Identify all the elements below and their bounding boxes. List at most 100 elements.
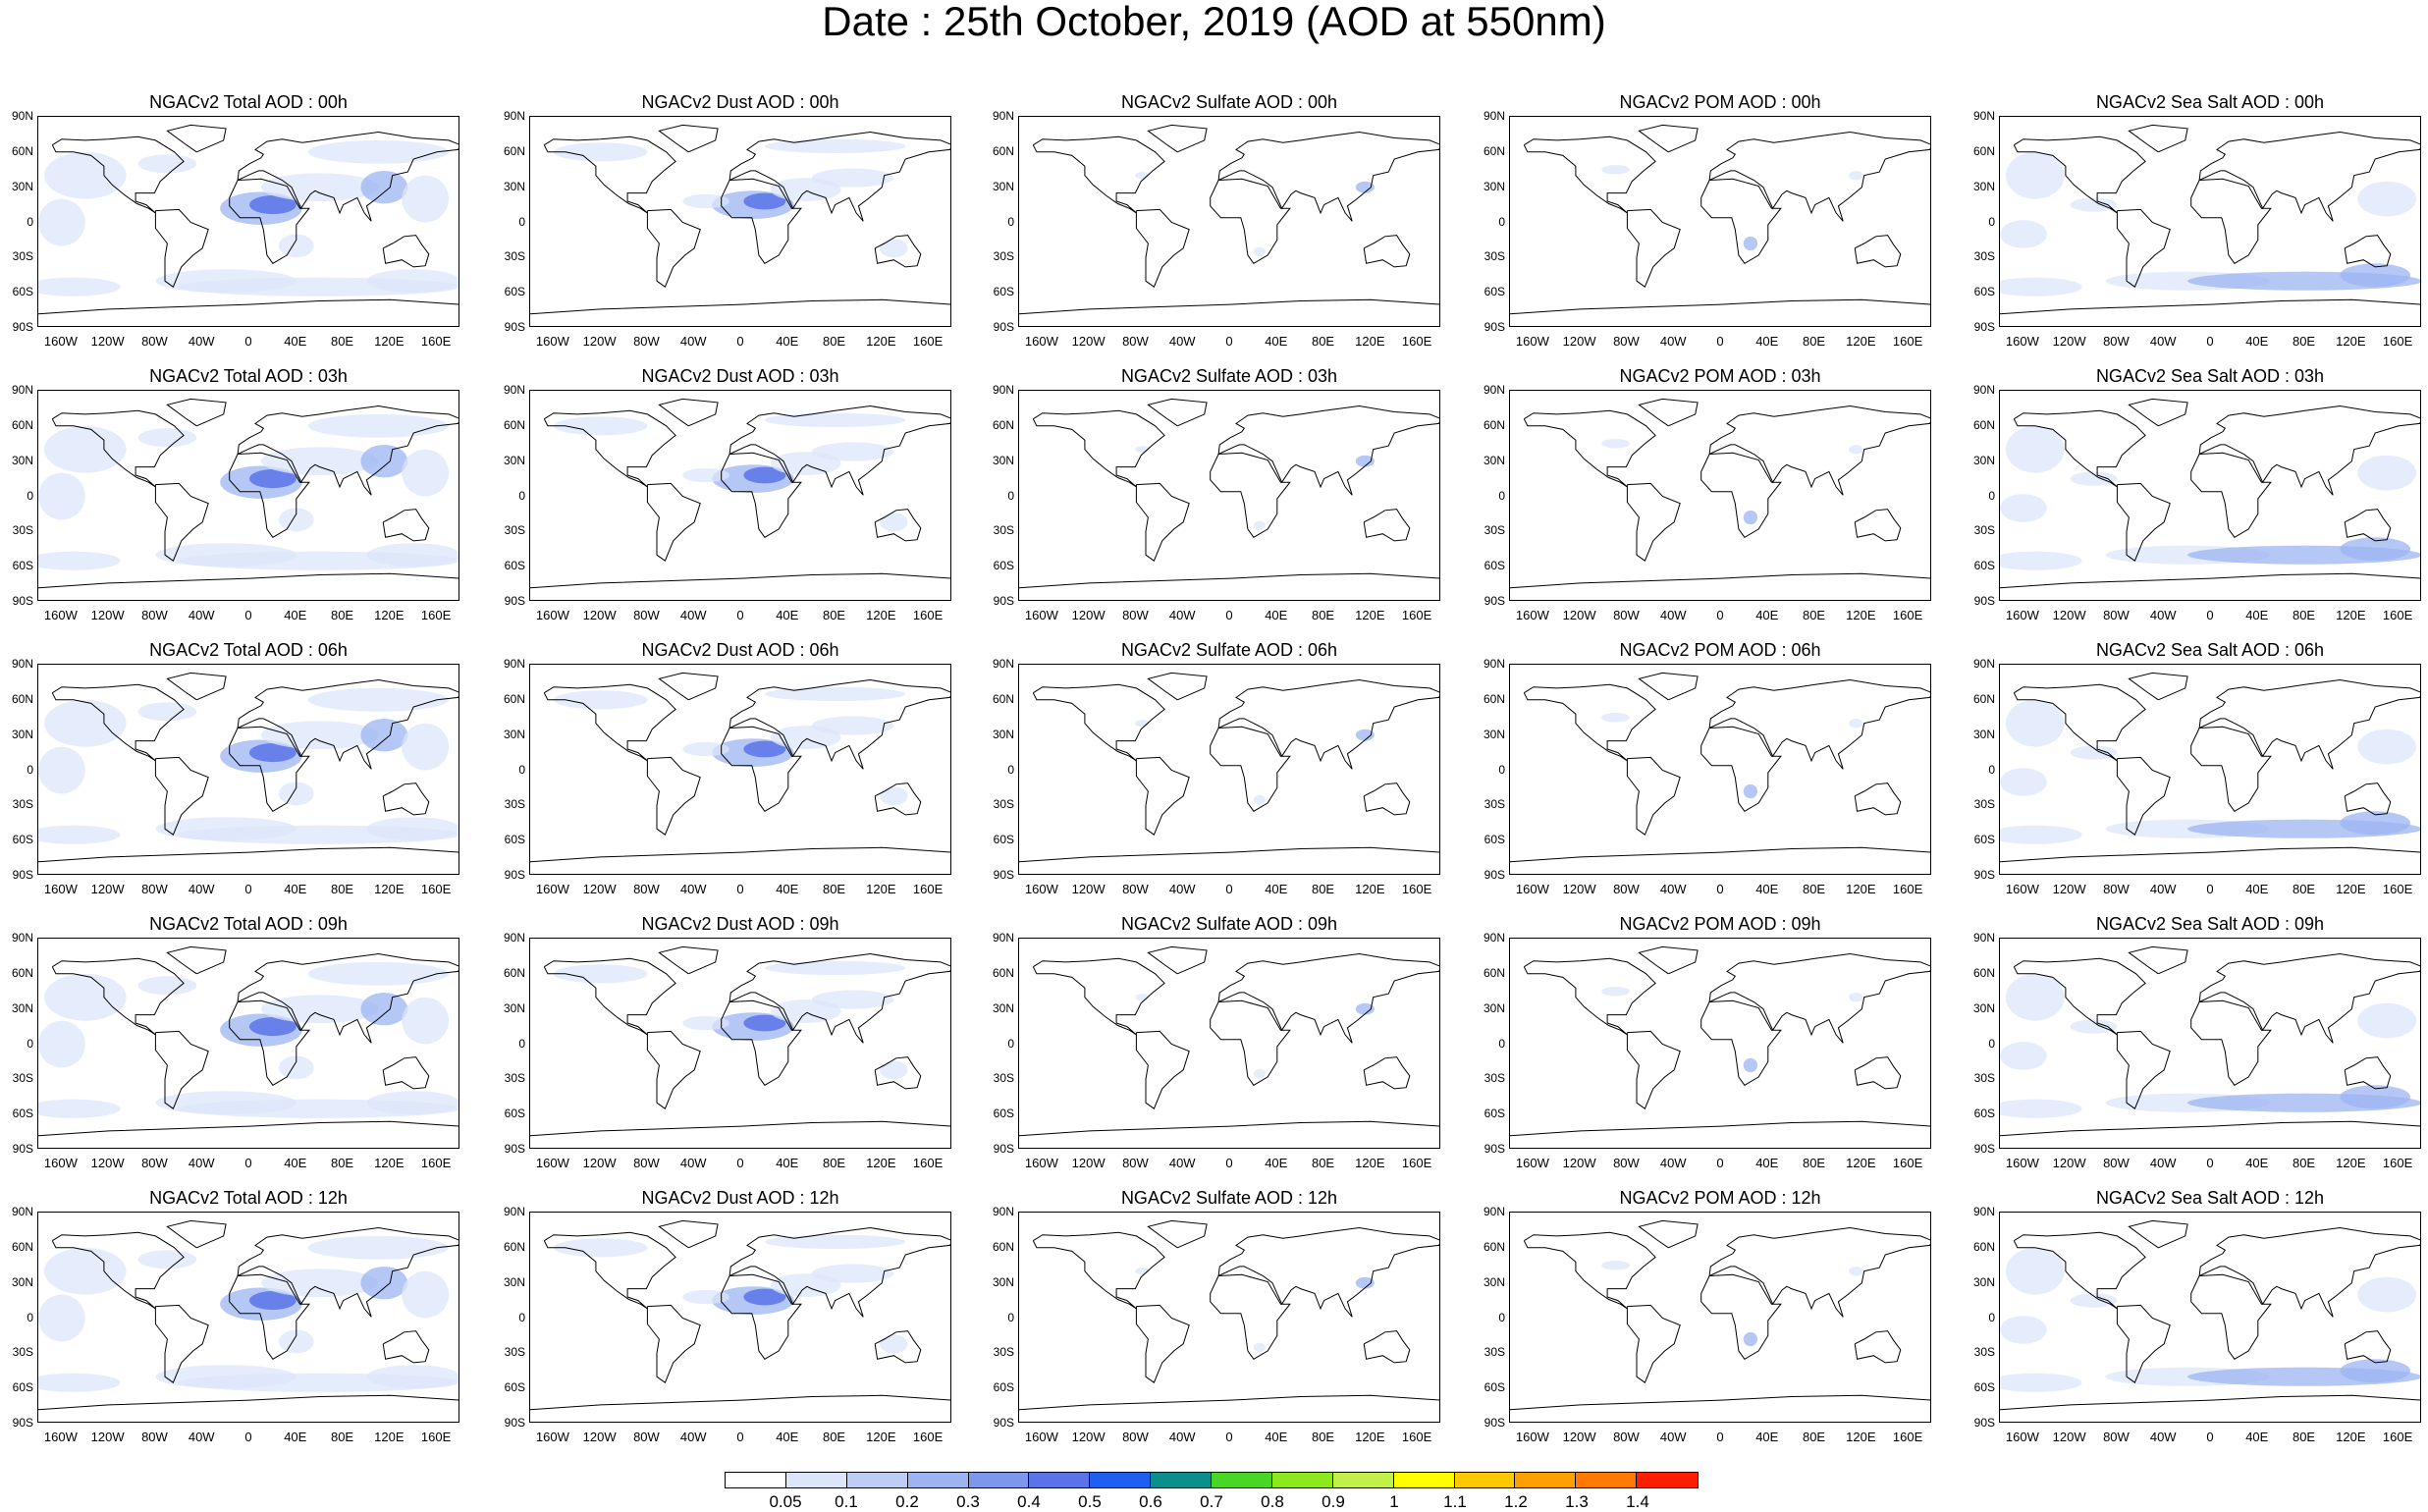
coastline: [530, 1394, 950, 1411]
lon-tick-label: 40W: [679, 1156, 707, 1170]
aod-field: [2357, 181, 2417, 217]
lon-tick-label: 0: [244, 1430, 252, 1444]
coastline: [530, 572, 950, 589]
lat-tick-label: 60N: [1483, 1239, 1505, 1254]
colorbar-swatch: [1515, 1473, 1577, 1487]
coastline: [2128, 672, 2188, 701]
lon-tick-label: 0: [1716, 334, 1724, 349]
coastline: [2116, 1304, 2171, 1383]
map-canvas: [1510, 398, 1930, 589]
colorbar-label: 1.1: [1443, 1492, 1467, 1511]
aod-field: [1849, 718, 1863, 729]
lon-tick-label: 120W: [90, 608, 125, 622]
aod-field: [38, 551, 121, 570]
coastline: [382, 235, 430, 268]
lon-tick-label: 120W: [2052, 882, 2086, 896]
lon-tick-label: 0: [244, 334, 252, 349]
aod-field: [1355, 1276, 1375, 1289]
coastline: [2128, 945, 2188, 975]
lon-tick-label: 40W: [188, 608, 215, 622]
lon-tick-label: 40E: [776, 882, 799, 896]
coastline: [721, 1273, 802, 1360]
lon-tick-label: 40W: [1659, 1430, 1687, 1444]
coastline: [1135, 208, 1190, 288]
lon-tick-label: 40W: [2149, 608, 2177, 622]
lat-tick-label: 90S: [993, 594, 1014, 608]
lon-tick-label: 160E: [1401, 608, 1432, 622]
aod-field: [1743, 783, 1758, 799]
lon-tick-label: 120W: [582, 608, 617, 622]
lon-tick-label: 120W: [1562, 882, 1596, 896]
coastline: [1210, 1273, 1291, 1360]
map-panel: [1018, 1212, 1440, 1423]
coastline: [1523, 957, 1656, 1036]
lat-tick-label: 0: [518, 488, 525, 503]
coastline: [2198, 1226, 2420, 1318]
lon-tick-label: 120E: [374, 334, 405, 349]
lon-tick-label: 160E: [420, 882, 452, 896]
coastline: [1032, 957, 1165, 1036]
coastline: [1638, 124, 1699, 153]
map-panel: [1999, 1212, 2421, 1423]
lon-tick-label: 80W: [633, 608, 660, 622]
lat-tick-label: 0: [1988, 488, 1995, 503]
lat-tick-label: 30N: [1972, 179, 1995, 193]
aod-field: [402, 723, 450, 771]
lon-tick-label: 80E: [1311, 334, 1335, 349]
lat-tick-label: 90N: [11, 1205, 33, 1218]
lon-tick-label: 0: [2206, 1430, 2214, 1444]
lon-tick-label: 160W: [2005, 882, 2039, 896]
coastline: [1708, 1226, 1930, 1318]
lat-tick-label: 0: [1988, 762, 1995, 777]
lon-tick-label: 40E: [1265, 334, 1288, 349]
lat-tick-label: 60N: [11, 691, 33, 706]
lon-tick-label: 120W: [2052, 608, 2086, 622]
lat-tick-label: 30S: [504, 249, 525, 264]
lon-tick-label: 80E: [330, 1156, 354, 1170]
aod-field: [2357, 455, 2417, 491]
coastline: [1147, 124, 1208, 153]
map-panel: [529, 938, 951, 1149]
lat-tick-label: 60S: [993, 285, 1014, 299]
lat-tick-label: 0: [1498, 1036, 1505, 1051]
aod-field: [137, 702, 197, 722]
lon-tick-label: 160W: [535, 1430, 569, 1444]
lon-tick-label: 160E: [1892, 1156, 1923, 1170]
lon-tick-label: 160W: [535, 1156, 569, 1170]
aod-field: [260, 721, 379, 749]
coastline: [166, 945, 227, 975]
coastline: [1700, 178, 1782, 264]
lon-tick-label: 80E: [1311, 882, 1335, 896]
lat-tick-label: 30S: [993, 249, 1014, 264]
coastline: [1638, 945, 1699, 975]
lat-tick-label: 0: [27, 1310, 33, 1324]
coastline: [2000, 1120, 2420, 1137]
lat-tick-label: 60N: [992, 417, 1014, 432]
lat-tick-label: 30S: [504, 1071, 525, 1086]
aod-field: [764, 686, 906, 702]
lat-tick-label: 30N: [11, 1000, 33, 1015]
colorbar-swatch: [785, 1473, 847, 1487]
lon-tick-label: 160W: [1515, 334, 1549, 349]
lat-tick-label: 30S: [12, 1345, 33, 1360]
coastline: [2116, 756, 2171, 836]
lon-tick-label: 40E: [1265, 1430, 1288, 1444]
lon-tick-label: 120E: [866, 608, 896, 622]
lat-tick-label: 90S: [1484, 1142, 1505, 1156]
lon-tick-label: 40W: [2149, 882, 2177, 896]
aod-field: [360, 992, 408, 1026]
aod-field: [307, 139, 450, 164]
lat-tick-label: 60S: [1484, 1380, 1505, 1395]
map-canvas: [530, 124, 950, 315]
colorbar-swatch: [726, 1473, 786, 1487]
aod-field: [1253, 1342, 1266, 1353]
aod-field: [278, 1329, 314, 1354]
lat-tick-label: 90S: [993, 320, 1014, 334]
aod-field: [2000, 768, 2047, 796]
lon-tick-label: 0: [244, 608, 252, 622]
panel-title: NGACv2 POM AOD : 00h: [1619, 92, 1821, 112]
aod-field: [1601, 164, 1630, 175]
aod-field: [38, 1020, 85, 1068]
lat-tick-label: 30S: [1484, 1071, 1505, 1086]
colorbar-swatch: [1454, 1473, 1516, 1487]
